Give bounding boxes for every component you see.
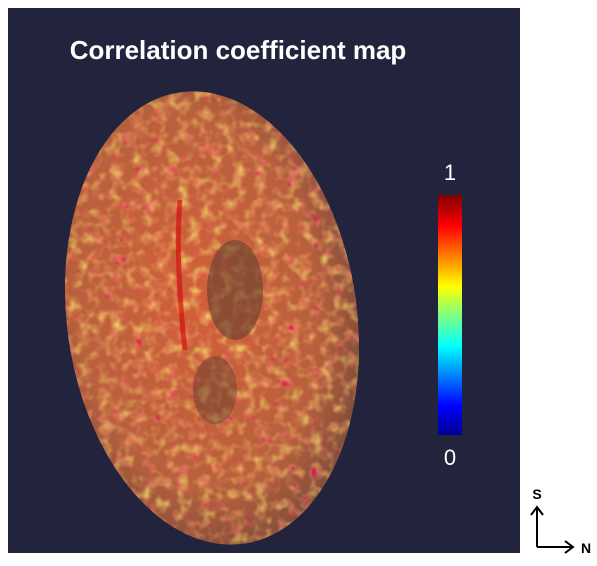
colorbar-max-label: 1 (444, 160, 456, 185)
page: Correlation coefficient map 1 0 S N (() … (0, 0, 597, 561)
north-label: N (581, 540, 591, 556)
south-label: S (532, 486, 541, 502)
figure: Correlation coefficient map 1 0 S N (0, 0, 597, 561)
colorbar (438, 195, 462, 435)
colorbar-min-label: 0 (444, 445, 456, 470)
orientation-arrows (531, 507, 573, 553)
title: Correlation coefficient map (70, 35, 407, 65)
